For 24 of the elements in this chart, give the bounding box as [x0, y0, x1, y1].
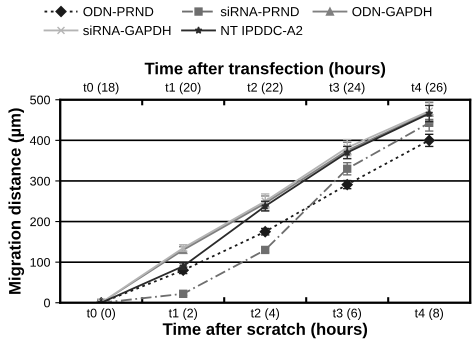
legend-label: NT IPDDC-A2	[221, 26, 302, 36]
x-tick-label: t0 (0)	[86, 308, 116, 320]
x2-axis-title: Time after transfection (hours)	[144, 62, 386, 78]
y-tick-label: 200	[30, 217, 50, 226]
y-tick-label: 500	[30, 96, 50, 104]
text: t3 (24)	[329, 82, 364, 94]
y-tick-label: 300	[30, 176, 50, 186]
x-axis-title: Time after scratch (hours)	[162, 322, 368, 338]
y-axis-title: Migration distance (µm)	[8, 108, 24, 294]
y-tick-label: 400	[30, 136, 50, 145]
x-tick-label: t3 (6)	[332, 308, 362, 320]
text: t0 (18)	[83, 82, 118, 94]
x-tick-label: t1 (2)	[168, 308, 198, 320]
legend-label: siRNA-PRND	[220, 6, 299, 16]
text: t4 (26)	[411, 82, 446, 94]
legend-label: ODN-GAPDH	[352, 6, 432, 16]
y-tick-label: 0	[44, 298, 50, 308]
legend-label: siRNA-GAPDH	[83, 25, 170, 36]
text: t1 (20)	[165, 82, 200, 94]
x-tick-label: t2 (4)	[250, 308, 280, 320]
x-tick-label: t4 (8)	[414, 308, 444, 320]
legend-label: ODN-PRND	[83, 6, 154, 16]
y-tick-label: 100	[30, 258, 50, 267]
text: t2 (22)	[247, 82, 282, 94]
